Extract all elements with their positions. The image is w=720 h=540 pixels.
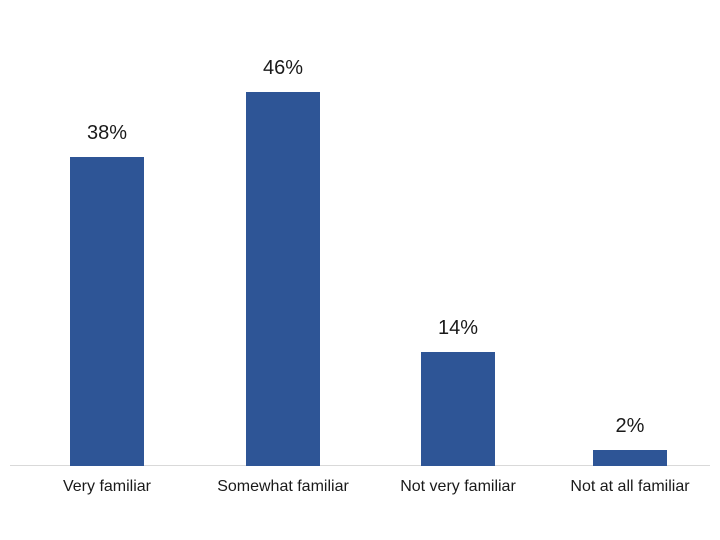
bar [421,352,495,466]
familiarity-bar-chart: 38% 46% 14% 2% Very familiar Somewhat famili… [0,0,720,540]
x-axis-label: Not very familiar [373,478,543,496]
bar [593,450,667,466]
bar-value-label: 38% [32,122,182,145]
bar [246,92,320,466]
x-axis-label: Not at all familiar [545,478,715,496]
bar-value-label: 46% [208,57,358,80]
x-axis-label: Somewhat familiar [198,478,368,496]
x-axis-label: Very familiar [22,478,192,496]
bar [70,157,144,466]
bar-value-label: 14% [383,317,533,340]
plot-area: 38% 46% 14% 2% [10,60,710,466]
bar-value-label: 2% [555,415,705,438]
